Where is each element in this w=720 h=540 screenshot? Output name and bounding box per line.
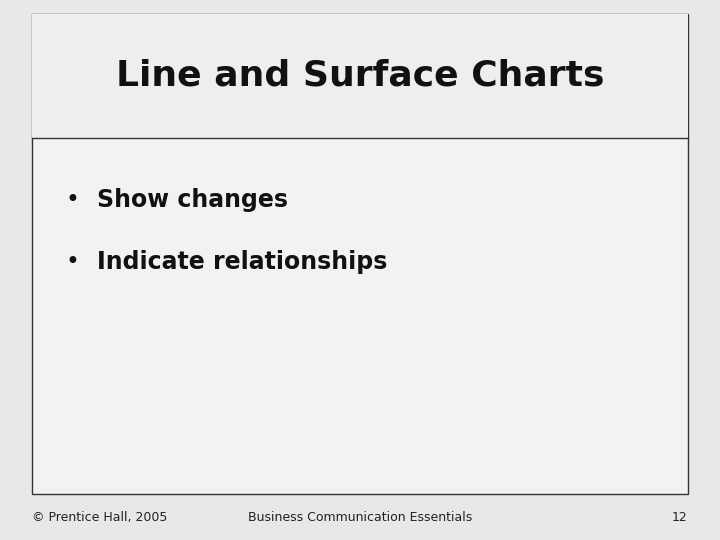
Text: Show changes: Show changes <box>97 188 288 212</box>
Text: © Prentice Hall, 2005: © Prentice Hall, 2005 <box>32 511 168 524</box>
Text: 12: 12 <box>672 511 688 524</box>
Text: Business Communication Essentials: Business Communication Essentials <box>248 511 472 524</box>
Text: Line and Surface Charts: Line and Surface Charts <box>116 59 604 92</box>
Text: •: • <box>65 188 79 212</box>
Text: Indicate relationships: Indicate relationships <box>97 250 387 274</box>
FancyBboxPatch shape <box>32 14 688 138</box>
FancyBboxPatch shape <box>32 14 688 494</box>
Text: •: • <box>65 250 79 274</box>
